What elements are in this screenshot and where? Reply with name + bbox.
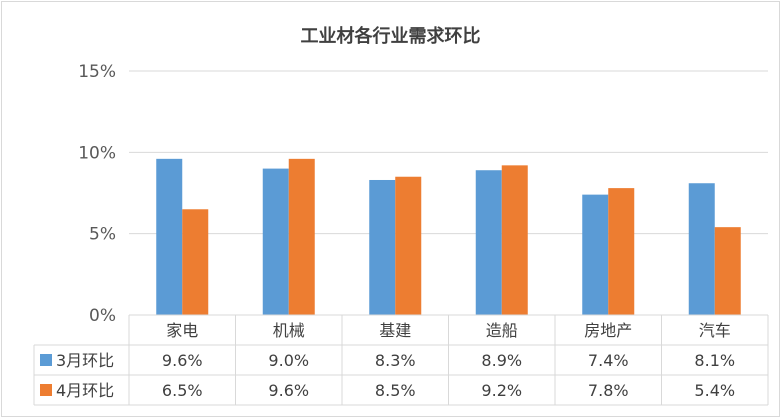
bar	[262, 168, 289, 315]
category-label: 基建	[379, 321, 411, 340]
data-label: 8.5%	[375, 381, 416, 400]
data-label: 9.6%	[162, 351, 203, 370]
y-tick-label: 10%	[78, 143, 116, 163]
bar	[582, 194, 609, 315]
data-label: 8.1%	[694, 351, 735, 370]
bar	[182, 209, 209, 315]
legend-swatch	[40, 384, 52, 396]
y-tick-label: 5%	[89, 225, 116, 245]
category-label: 家电	[166, 321, 198, 340]
data-label: 5.4%	[694, 381, 735, 400]
bar	[475, 170, 502, 315]
category-label: 汽车	[699, 321, 731, 340]
data-label: 7.8%	[588, 381, 629, 400]
legend-label: 3月环比	[56, 351, 114, 370]
chart-title: 工业材各行业需求环比	[300, 26, 481, 47]
data-label: 9.2%	[481, 381, 522, 400]
category-label: 房地产	[584, 321, 632, 340]
bar	[608, 188, 635, 315]
data-label: 8.3%	[375, 351, 416, 370]
legend-swatch	[40, 354, 52, 366]
data-label: 6.5%	[162, 381, 203, 400]
data-label: 8.9%	[481, 351, 522, 370]
data-label: 9.6%	[268, 381, 309, 400]
category-label: 机械	[273, 321, 305, 340]
data-label: 7.4%	[588, 351, 629, 370]
data-label: 9.0%	[268, 351, 309, 370]
legend-label: 4月环比	[56, 381, 114, 400]
bar	[501, 165, 528, 315]
category-label: 造船	[486, 321, 518, 340]
bar	[395, 176, 422, 315]
bar	[369, 179, 396, 315]
y-tick-label: 15%	[78, 62, 116, 82]
bar	[288, 158, 315, 315]
bar	[688, 183, 715, 315]
y-tick-label: 0%	[89, 306, 116, 326]
bar	[714, 227, 741, 315]
bar	[156, 158, 183, 315]
